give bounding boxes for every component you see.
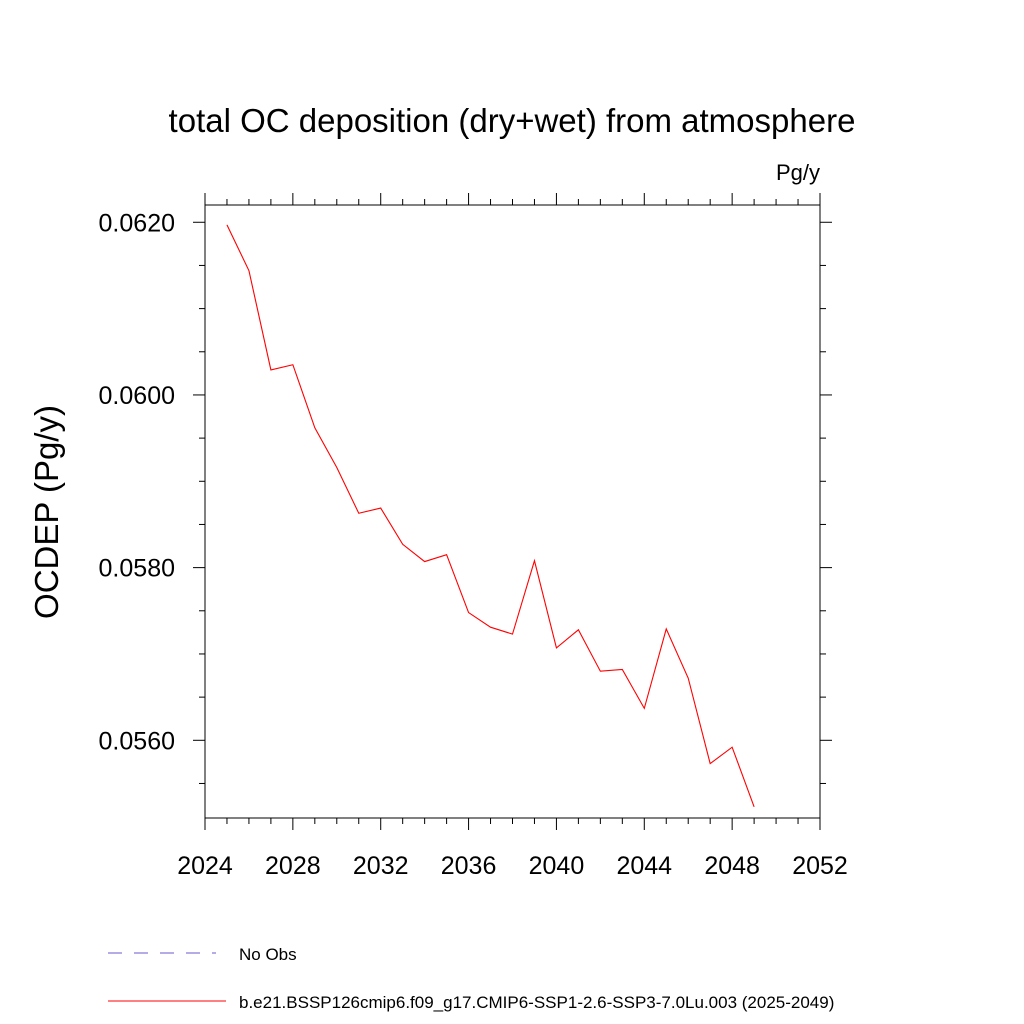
axis-tick-labels: 2024 2028 2032 2036 2040 2044 2048 2052 0.0560 0.…: [99, 209, 848, 880]
series-line: [226, 224, 755, 807]
x-tick-label: 2028: [265, 852, 321, 880]
y-tick-label: 0.0600: [99, 382, 175, 410]
y-axis-label: OCDEP (Pg/y): [28, 405, 65, 619]
legend: No Obs b.e21.BSSP126cmip6.f09_g17.CMIP6-S…: [108, 945, 834, 1012]
x-tick-label: 2032: [353, 852, 409, 880]
x-tick-label: 2036: [441, 852, 497, 880]
y-tick-label: 0.0560: [99, 727, 175, 755]
chart-title: total OC deposition (dry+wet) from atmos…: [169, 102, 856, 139]
series-layer: [226, 224, 755, 807]
legend-label: No Obs: [239, 945, 297, 964]
plot-frame: [204, 204, 821, 819]
x-tick-label: 2052: [792, 852, 848, 880]
x-tick-label: 2024: [177, 852, 233, 880]
units-label: Pg/y: [776, 160, 820, 185]
x-tick-label: 2040: [529, 852, 585, 880]
x-tick-label: 2048: [704, 852, 760, 880]
legend-label: b.e21.BSSP126cmip6.f09_g17.CMIP6-SSP1-2.…: [239, 993, 834, 1012]
x-tick-label: 2044: [616, 852, 672, 880]
y-tick-label: 0.0580: [99, 555, 175, 583]
axis-ticks: [193, 193, 832, 830]
y-tick-label: 0.0620: [99, 209, 175, 237]
